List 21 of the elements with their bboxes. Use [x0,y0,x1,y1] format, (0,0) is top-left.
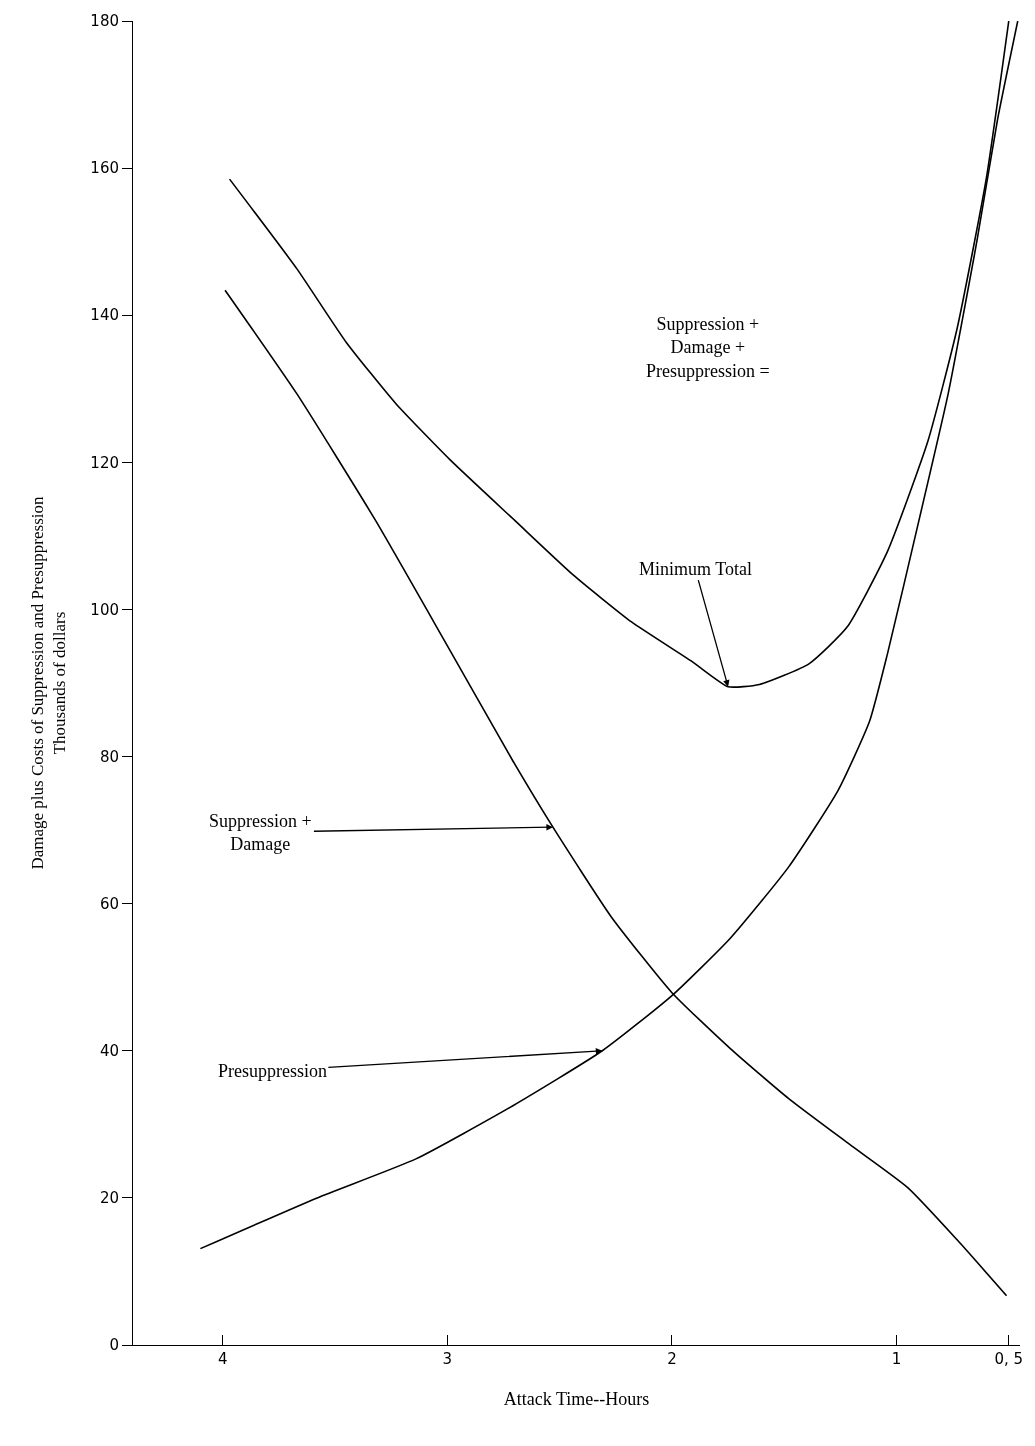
y-tick-label: 160 [90,159,119,178]
x-axis-title: Attack Time--Hours [503,1389,650,1410]
annotation: Presuppression [218,1061,327,1081]
y-tick-label: 20 [99,1189,119,1208]
x-tick-label: 4 [218,1350,228,1368]
y-tick-label: 0 [109,1336,119,1355]
y-tick-label: 60 [99,894,119,913]
y-tick-label: 120 [90,453,119,472]
x-tick-label: 2 [667,1350,677,1368]
y-tick-label: 180 [90,12,119,31]
y-tick-label: 140 [90,306,119,325]
x-tick-label: 3 [442,1350,453,1368]
x-tick-label: 0, 5 [994,1350,1024,1368]
annotation: Suppression + Damage [209,811,312,855]
x-tick-label: 1 [891,1350,902,1368]
y-tick-label: 40 [99,1042,119,1061]
y-tick-label: 80 [99,747,119,766]
y-axis-title: Damage plus Costs of Suppression and Presuppression Thousands of dollars [27,495,69,870]
annotation: Minimum Total [639,559,752,579]
y-tick-label: 100 [90,600,119,619]
annotation: Suppression + Damage + Presuppression = [646,314,770,381]
